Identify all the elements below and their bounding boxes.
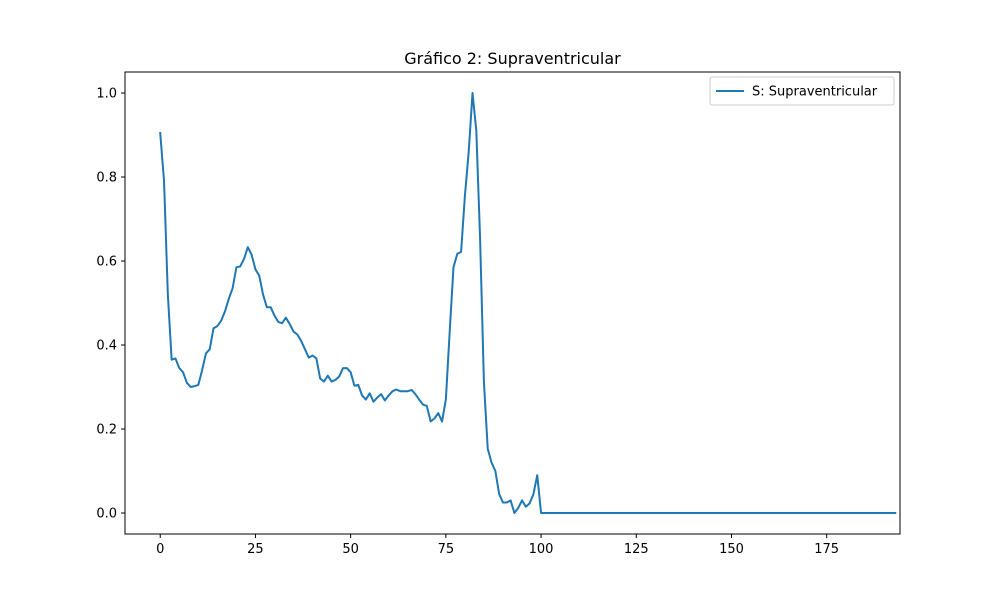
x-tick-label: 25 (247, 542, 264, 557)
y-tick-label: 0.0 (96, 507, 117, 522)
plot-area (124, 71, 901, 535)
axes-frame (124, 71, 901, 535)
legend-box (709, 76, 895, 106)
series-line (159, 92, 897, 514)
y-tick-label: 0.2 (96, 423, 117, 438)
y-tick-label: 1.0 (96, 87, 117, 102)
x-tick-label: 75 (438, 542, 455, 557)
x-tick-label: 100 (529, 542, 554, 557)
chart-title: Gráfico 2: Supraventricular (404, 49, 621, 68)
x-tick-label: 175 (814, 542, 839, 557)
y-tick-label: 0.4 (96, 339, 117, 354)
series-layer (159, 92, 897, 514)
x-axis: 0 25 50 75 100 125 150 175 (156, 534, 839, 557)
legend: S: Supraventricular (709, 76, 895, 106)
y-tick-label: 0.6 (96, 255, 117, 270)
x-tick-label: 0 (156, 542, 164, 557)
legend-label: S: Supraventricular (752, 85, 878, 100)
x-tick-label: 125 (624, 542, 649, 557)
x-tick-label: 50 (342, 542, 359, 557)
x-tick-label: 150 (719, 542, 744, 557)
y-axis: 0.0 0.2 0.4 0.6 0.8 1.0 (96, 87, 125, 522)
y-tick-label: 0.8 (96, 171, 117, 186)
